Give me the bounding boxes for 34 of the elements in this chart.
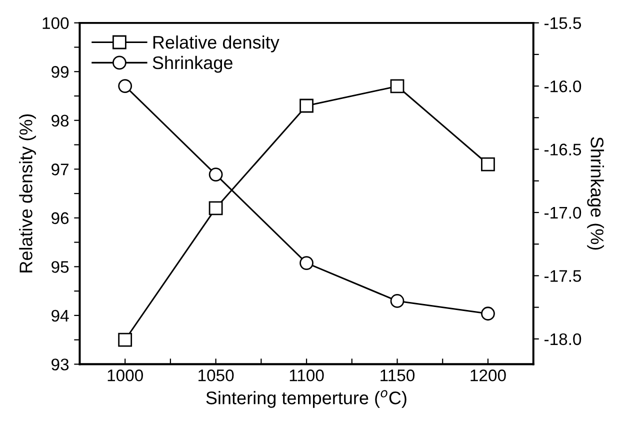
y-tick-label: 96 [52, 212, 69, 224]
x-tick-label: 1000 [108, 370, 143, 382]
y2-tick-label: -16.0 [544, 80, 582, 92]
y2-tick-label: -17.5 [544, 270, 582, 282]
legend-label: Relative density [153, 35, 280, 52]
point [208, 168, 223, 182]
x-tick-label: 1200 [470, 370, 506, 382]
point [300, 256, 314, 270]
x-tick-label: 1150 [380, 370, 415, 382]
x-axis-title: Sintering temperture ($^{o}$C) [206, 390, 406, 408]
point [481, 306, 495, 321]
point [390, 79, 404, 94]
y-tick-label: 98 [52, 114, 69, 127]
y2-tick-label: -17.0 [544, 206, 582, 219]
y-tick-label: 97 [52, 164, 68, 176]
y2-tick-label: -16.5 [544, 144, 582, 156]
y-tick-label: 100 [42, 17, 69, 30]
y-axis-title: Relative density (%) [19, 114, 36, 272]
legend-label: Shrinkage [152, 56, 232, 73]
point [390, 294, 404, 308]
point [481, 157, 495, 172]
point [208, 201, 223, 216]
point [118, 332, 132, 347]
y2-axis-title: Shrinkage (%) [587, 137, 604, 250]
x-tick-label: 1100 [290, 370, 324, 382]
y-tick-label: 99 [52, 66, 69, 78]
x-tick-label: 1050 [198, 370, 234, 382]
point [300, 98, 314, 113]
point [118, 79, 132, 93]
y2-tick-label: -18.0 [544, 333, 582, 346]
y-tick-label: 93 [52, 358, 69, 370]
y2-tick-label: -15.5 [544, 17, 582, 30]
y-tick-label: 94 [52, 310, 69, 322]
y-tick-label: 95 [52, 261, 69, 273]
